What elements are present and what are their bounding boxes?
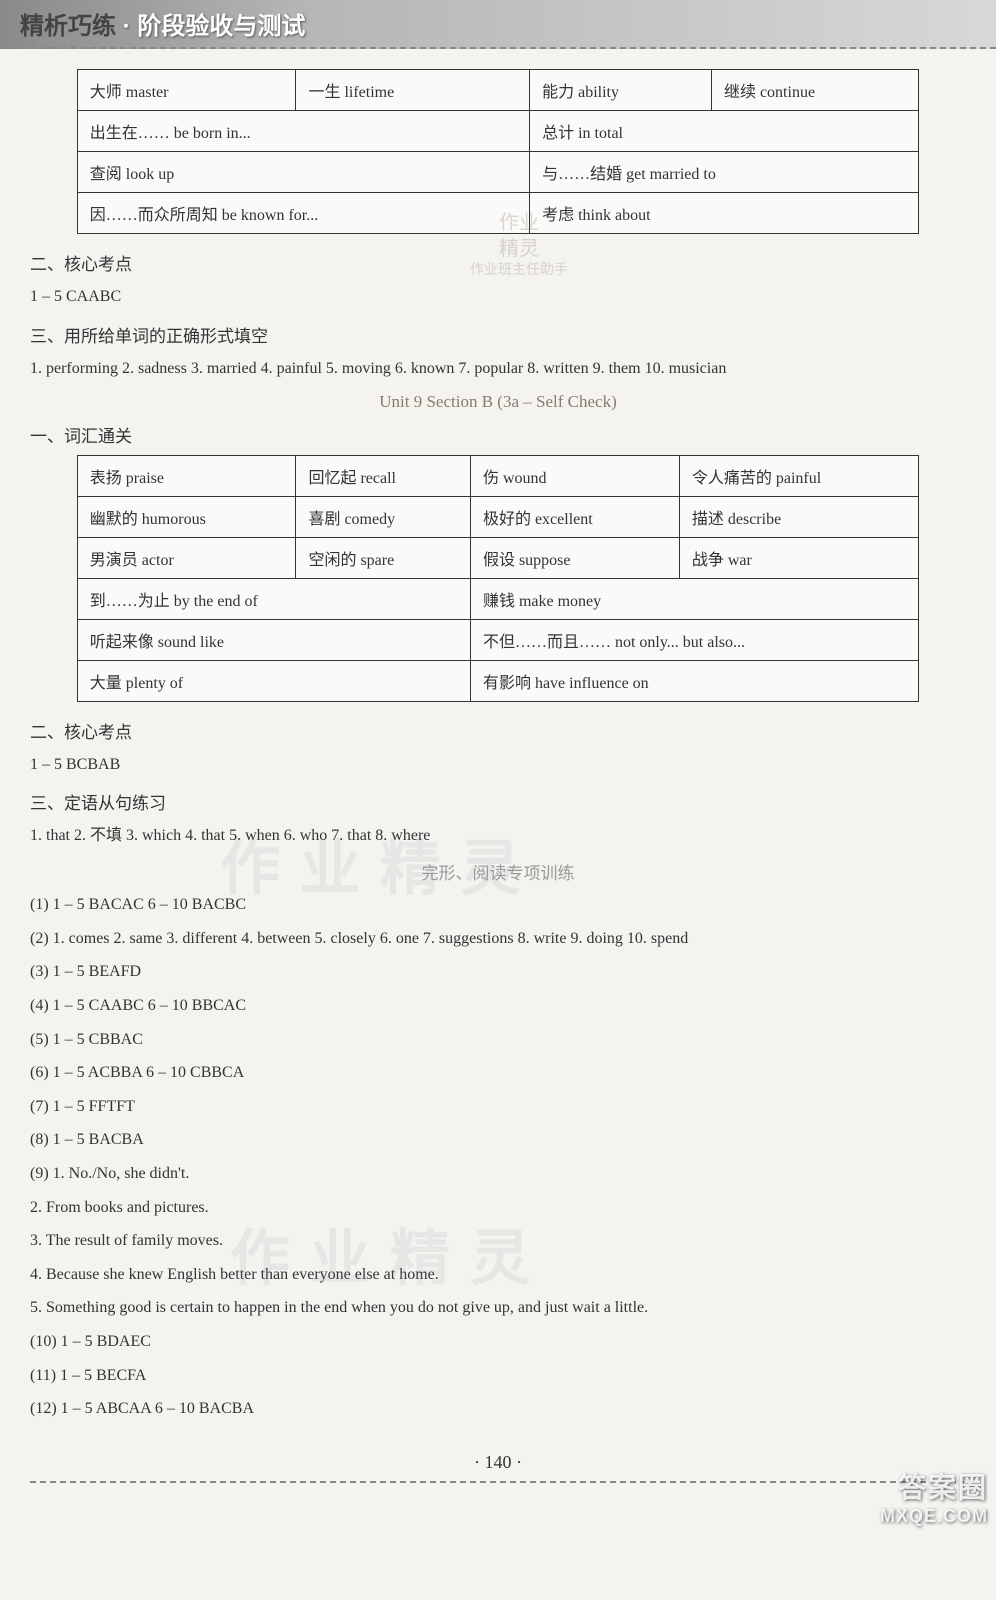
table-cell: 继续 continue <box>711 70 918 111</box>
table-cell: 表扬 praise <box>77 455 296 496</box>
answer-item: (12) 1 – 5 ABCAA 6 – 10 BACBA <box>30 1396 966 1422</box>
table-cell: 不但……而且…… not only... but also... <box>470 619 918 660</box>
table-cell: 男演员 actor <box>77 537 296 578</box>
table-cell: 喜剧 comedy <box>296 496 470 537</box>
unit-divider: Unit 9 Section B (3a – Self Check) <box>30 392 966 412</box>
page-content: 大师 master一生 lifetime能力 ability继续 continu… <box>0 69 996 1535</box>
section-heading: 三、用所给单词的正确形式填空 <box>30 322 966 347</box>
table-row: 到……为止 by the end of赚钱 make money <box>77 578 918 619</box>
table-cell: 总计 in total <box>530 111 919 152</box>
table-cell: 有影响 have influence on <box>470 660 918 701</box>
table-row: 表扬 praise回忆起 recall伤 wound令人痛苦的 painful <box>77 455 918 496</box>
training-divider: 完形、阅读专项训练 <box>30 859 966 884</box>
table-row: 幽默的 humorous喜剧 comedy极好的 excellent描述 des… <box>77 496 918 537</box>
table-cell: 能力 ability <box>530 70 712 111</box>
answer-line: 1 – 5 BCBAB <box>30 751 966 780</box>
table-cell: 听起来像 sound like <box>77 619 470 660</box>
table-cell: 大量 plenty of <box>77 660 470 701</box>
section-heading: 二、核心考点 <box>30 250 966 275</box>
table-row: 听起来像 sound like不但……而且…… not only... but … <box>77 619 918 660</box>
answer-items: (1) 1 – 5 BACAC 6 – 10 BACBC (2) 1. comes… <box>30 892 966 1422</box>
table-row: 因……而众所周知 be known for...考虑 think about <box>77 193 918 234</box>
vocab-table-1: 大师 master一生 lifetime能力 ability继续 continu… <box>77 69 919 234</box>
section-heading: 二、核心考点 <box>30 718 966 743</box>
table-cell: 到……为止 by the end of <box>77 578 470 619</box>
answer-item: (7) 1 – 5 FFTFT <box>30 1094 966 1120</box>
table-cell: 赚钱 make money <box>470 578 918 619</box>
header-title-main: 精析巧练 <box>20 13 116 40</box>
table-cell: 极好的 excellent <box>470 496 679 537</box>
answer-item: 3. The result of family moves. <box>30 1228 966 1254</box>
table-row: 大量 plenty of有影响 have influence on <box>77 660 918 701</box>
answer-item: (9) 1. No./No, she didn't. <box>30 1161 966 1187</box>
answer-line: 1 – 5 CAABC <box>30 283 966 312</box>
table-cell: 回忆起 recall <box>296 455 470 496</box>
answer-item: (4) 1 – 5 CAABC 6 – 10 BBCAC <box>30 993 966 1019</box>
page-header: 精析巧练 · 阶段验收与测试 <box>0 0 996 49</box>
header-title: 精析巧练 · 阶段验收与测试 <box>20 13 305 40</box>
answer-item: (5) 1 – 5 CBBAC <box>30 1027 966 1053</box>
answer-line: 1. that 2. 不填 3. which 4. that 5. when 6… <box>30 822 966 851</box>
table-cell: 出生在…… be born in... <box>77 111 529 152</box>
answer-item: (1) 1 – 5 BACAC 6 – 10 BACBC <box>30 892 966 918</box>
table-cell: 大师 master <box>77 70 296 111</box>
footer-band <box>30 1481 966 1495</box>
table-cell: 假设 suppose <box>470 537 679 578</box>
table-cell: 幽默的 humorous <box>77 496 296 537</box>
table-row: 查阅 look up与……结婚 get married to <box>77 152 918 193</box>
table-cell: 查阅 look up <box>77 152 529 193</box>
table-cell: 伤 wound <box>470 455 679 496</box>
table-cell: 描述 describe <box>679 496 918 537</box>
table-row: 男演员 actor空闲的 spare假设 suppose战争 war <box>77 537 918 578</box>
answer-item: (8) 1 – 5 BACBA <box>30 1127 966 1153</box>
section-heading: 三、定语从句练习 <box>30 789 966 814</box>
page-number: · 140 · <box>30 1452 966 1473</box>
answer-item: 5. Something good is certain to happen i… <box>30 1295 966 1321</box>
answer-item: (2) 1. comes 2. same 3. different 4. bet… <box>30 926 966 952</box>
answer-item: (10) 1 – 5 BDAEC <box>30 1329 966 1355</box>
header-title-sub: · 阶段验收与测试 <box>116 13 305 40</box>
table-cell: 一生 lifetime <box>296 70 530 111</box>
table-cell: 考虑 think about <box>530 193 919 234</box>
table-cell: 与……结婚 get married to <box>530 152 919 193</box>
answer-item: (6) 1 – 5 ACBBA 6 – 10 CBBCA <box>30 1060 966 1086</box>
table-cell: 因……而众所周知 be known for... <box>77 193 529 234</box>
table-cell: 空闲的 spare <box>296 537 470 578</box>
answer-line: 1. performing 2. sadness 3. married 4. p… <box>30 355 966 384</box>
section-heading: 一、词汇通关 <box>30 422 966 447</box>
table-cell: 战争 war <box>679 537 918 578</box>
table-row: 出生在…… be born in...总计 in total <box>77 111 918 152</box>
answer-item: 4. Because she knew English better than … <box>30 1262 966 1288</box>
table-cell: 令人痛苦的 painful <box>679 455 918 496</box>
vocab-table-2: 表扬 praise回忆起 recall伤 wound令人痛苦的 painful幽… <box>77 455 919 702</box>
answer-item: (3) 1 – 5 BEAFD <box>30 959 966 985</box>
answer-item: (11) 1 – 5 BECFA <box>30 1363 966 1389</box>
table-row: 大师 master一生 lifetime能力 ability继续 continu… <box>77 70 918 111</box>
answer-item: 2. From books and pictures. <box>30 1195 966 1221</box>
